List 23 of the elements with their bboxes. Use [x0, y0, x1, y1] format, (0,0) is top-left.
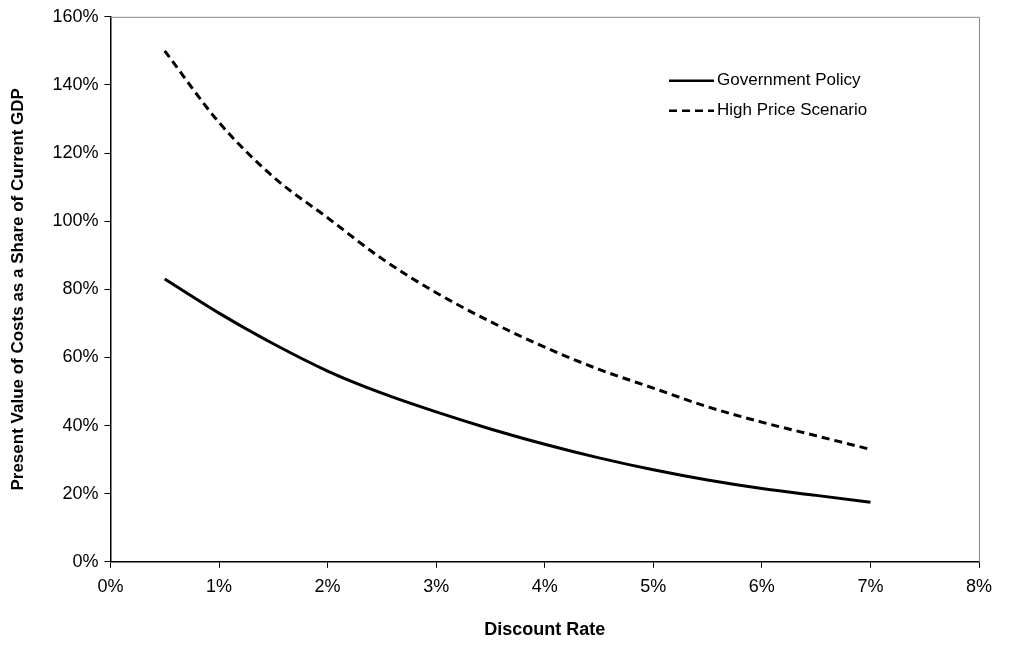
line-series: [163, 277, 872, 504]
x-tick-label: 7%: [857, 575, 884, 596]
y-tick-label: 120%: [52, 142, 99, 163]
x-tick-label: 1%: [206, 575, 233, 596]
x-tick-label: 3%: [423, 575, 450, 596]
legend-label: High Price Scenario: [717, 100, 868, 120]
y-tick-label: 0%: [72, 550, 99, 571]
legend-label: Government Policy: [717, 70, 862, 90]
y-tick-label: 80%: [62, 278, 99, 299]
x-tick-label: 5%: [640, 575, 667, 596]
x-tick-label: 2%: [314, 575, 341, 596]
x-tick-label: 8%: [965, 575, 993, 596]
y-tick-label: 140%: [52, 73, 99, 94]
x-tick-label: 4%: [531, 575, 558, 596]
y-tick-label: 20%: [62, 482, 99, 503]
y-tick-label: 40%: [62, 414, 99, 435]
y-tick-label: 60%: [62, 346, 99, 367]
y-axis-title: Present Value of Costs as a Share of Current GDP: [7, 88, 27, 491]
x-tick-label: 0%: [97, 575, 124, 596]
x-tick-label: 6%: [748, 575, 775, 596]
y-tick-label: 160%: [52, 5, 99, 26]
y-tick-label: 100%: [52, 210, 99, 231]
x-axis-title: Discount Rate: [484, 619, 606, 640]
